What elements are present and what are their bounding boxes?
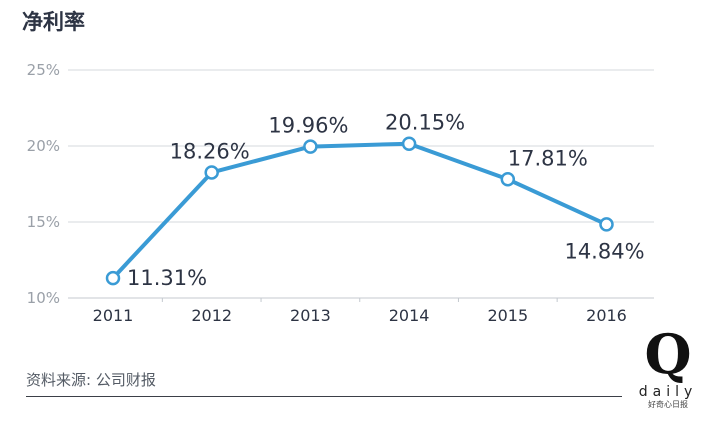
series-line — [111, 141, 609, 281]
data-point — [401, 136, 417, 151]
x-tick-label: 2011 — [93, 306, 134, 325]
data-label: 11.31% — [127, 266, 207, 290]
y-tick-label: 10% — [27, 289, 60, 307]
data-point — [204, 165, 219, 180]
logo-wordmark: daily — [638, 384, 698, 400]
data-label: 19.96% — [268, 114, 348, 138]
footer-divider — [26, 396, 622, 397]
data-point — [599, 217, 614, 232]
y-tick-label: 20% — [27, 137, 60, 155]
data-point — [105, 270, 121, 286]
x-tick-label: 2012 — [191, 306, 232, 325]
data-point — [500, 172, 516, 187]
data-point — [303, 139, 318, 154]
data-label: 17.81% — [508, 146, 588, 170]
logo-subtitle: 好奇心日报 — [648, 400, 688, 409]
x-tick-label: 2015 — [487, 306, 528, 325]
data-label: 18.26% — [170, 139, 250, 163]
x-tick-label: 2014 — [389, 306, 430, 325]
y-tick-label: 25% — [27, 61, 60, 79]
x-tick-label: 2016 — [586, 306, 627, 325]
logo-mark: Q — [644, 322, 692, 386]
y-tick-label: 15% — [27, 213, 60, 231]
source-note: 资料来源: 公司财报 — [26, 371, 156, 389]
x-tick-label: 2013 — [290, 306, 331, 325]
data-label: 14.84% — [564, 239, 644, 263]
data-label: 20.15% — [385, 111, 465, 135]
qdaily-logo: Q daily 好奇心日报 — [628, 326, 708, 416]
chart-title: 净利率 — [22, 10, 85, 34]
